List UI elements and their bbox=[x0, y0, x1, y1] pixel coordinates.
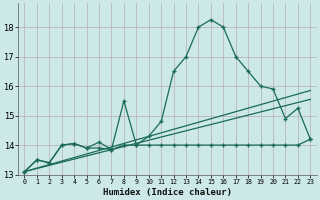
X-axis label: Humidex (Indice chaleur): Humidex (Indice chaleur) bbox=[103, 188, 232, 197]
